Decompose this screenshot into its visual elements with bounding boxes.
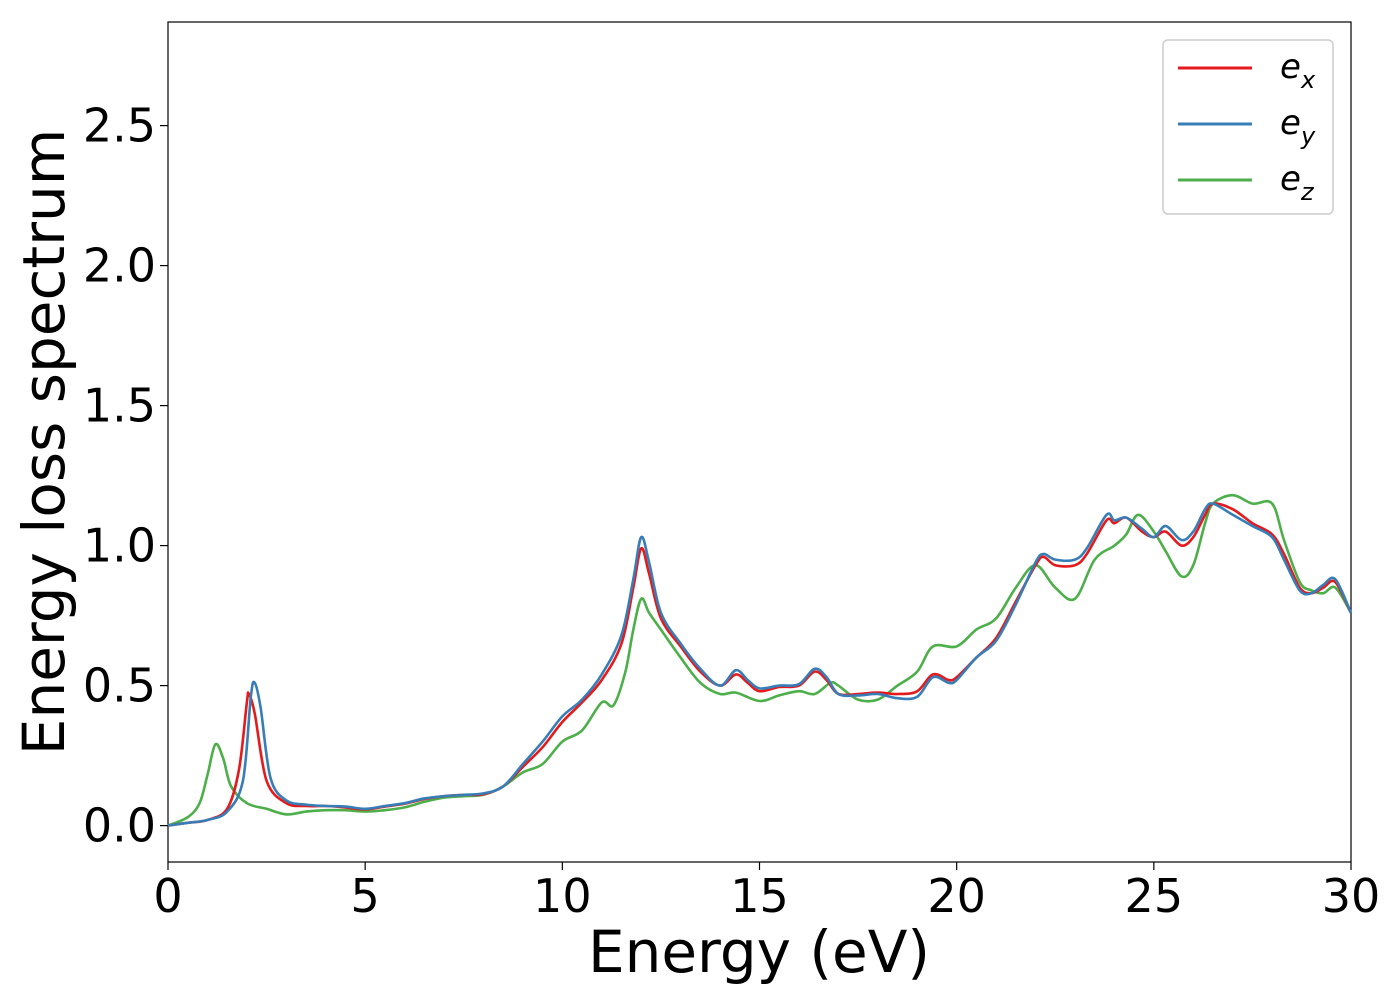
- series-lines: [167, 493, 1353, 827]
- legend-label-subscript: y: [1300, 122, 1316, 150]
- legend-label: e: [1280, 159, 1301, 199]
- series-line-ez: [167, 493, 1353, 827]
- x-tick-label: 25: [1125, 869, 1184, 923]
- legend: e xe ye z: [1162, 39, 1334, 215]
- y-tick-label: 1.0: [83, 519, 156, 573]
- legend-label: e: [1280, 103, 1301, 143]
- x-tick-label: 0: [153, 869, 182, 923]
- legend-label: e: [1280, 47, 1301, 87]
- x-axis: 0 5 10 15 20 25 30: [153, 862, 1380, 923]
- x-tick-label: 5: [351, 869, 380, 923]
- y-tick-label: 2.5: [83, 99, 156, 153]
- y-tick-label: 2.0: [83, 239, 156, 293]
- x-axis-title: Energy (eV): [588, 918, 930, 986]
- y-tick-label: 0.5: [83, 659, 156, 713]
- x-tick-label: 15: [730, 869, 789, 923]
- plot-area: [167, 21, 1352, 863]
- y-tick-label: 0.0: [83, 799, 156, 853]
- series-line-ey: [167, 502, 1353, 827]
- x-tick-label: 20: [927, 869, 986, 923]
- y-tick-label: 1.5: [83, 379, 156, 433]
- x-tick-label: 30: [1322, 869, 1381, 923]
- y-axis: 0.0 0.5 1.0 1.5 2.0 2.5: [83, 99, 168, 853]
- legend-box: [1162, 39, 1334, 215]
- x-tick-label: 10: [533, 869, 592, 923]
- legend-label-subscript: z: [1300, 178, 1315, 206]
- y-axis-title: Energy loss spectrum: [10, 129, 78, 755]
- legend-label-subscript: x: [1300, 66, 1316, 94]
